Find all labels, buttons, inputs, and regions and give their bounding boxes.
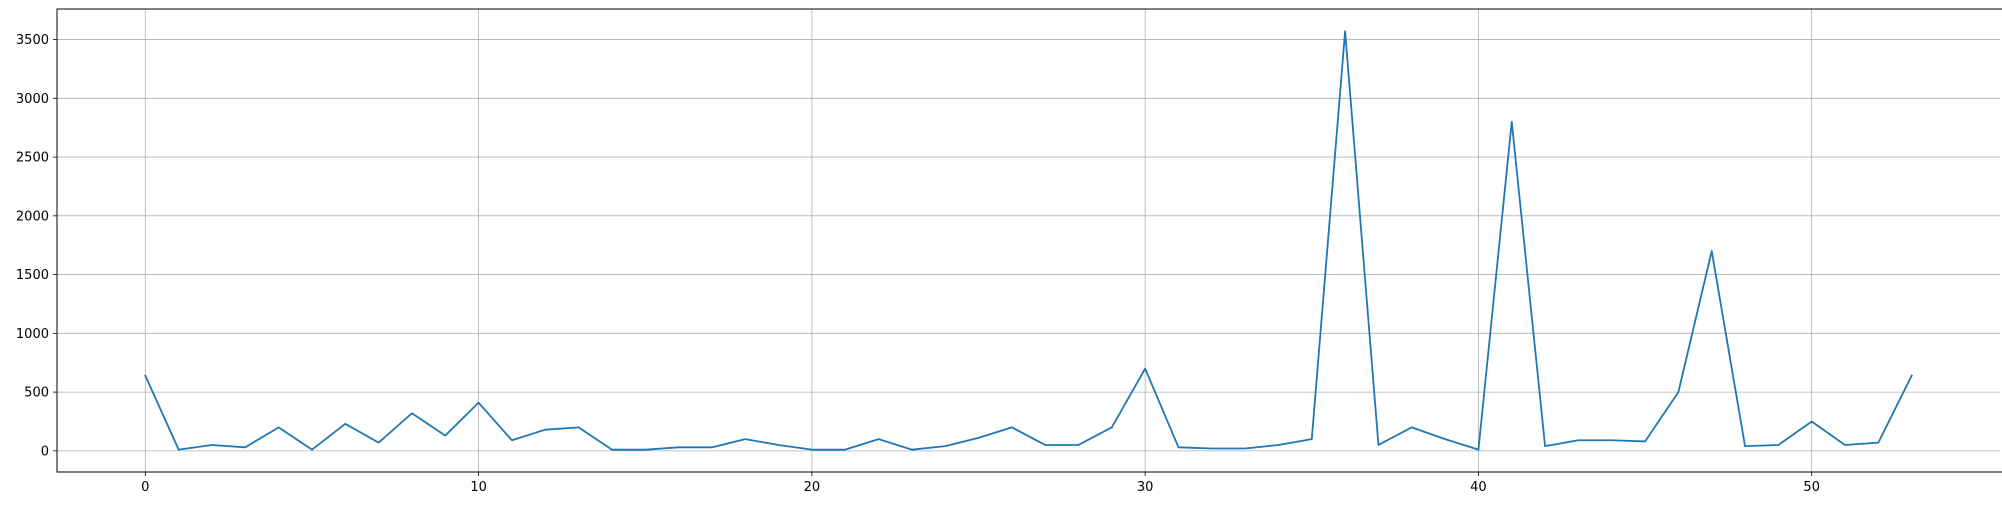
x-tick-label: 30 (1137, 480, 1154, 495)
y-tick-label: 500 (24, 386, 49, 401)
y-tick-label: 3000 (16, 92, 49, 107)
x-tick-label: 20 (804, 480, 821, 495)
y-tick-label: 2500 (16, 151, 49, 166)
y-tick-label: 0 (41, 444, 49, 459)
series-line (144, 30, 1913, 451)
y-tick-label: 1000 (16, 327, 49, 342)
x-tick-label: 50 (1803, 480, 1820, 495)
x-tick-label: 40 (1470, 480, 1487, 495)
series-layer (144, 30, 1913, 451)
plot-frame (56, 8, 2002, 473)
y-tick-label: 1500 (16, 268, 49, 283)
x-tick-label: 10 (470, 480, 487, 495)
y-tick-label: 2000 (16, 209, 49, 224)
grid-layer (57, 9, 2000, 472)
y-tick-label: 3500 (16, 33, 49, 48)
x-tick-label: 0 (141, 480, 149, 495)
